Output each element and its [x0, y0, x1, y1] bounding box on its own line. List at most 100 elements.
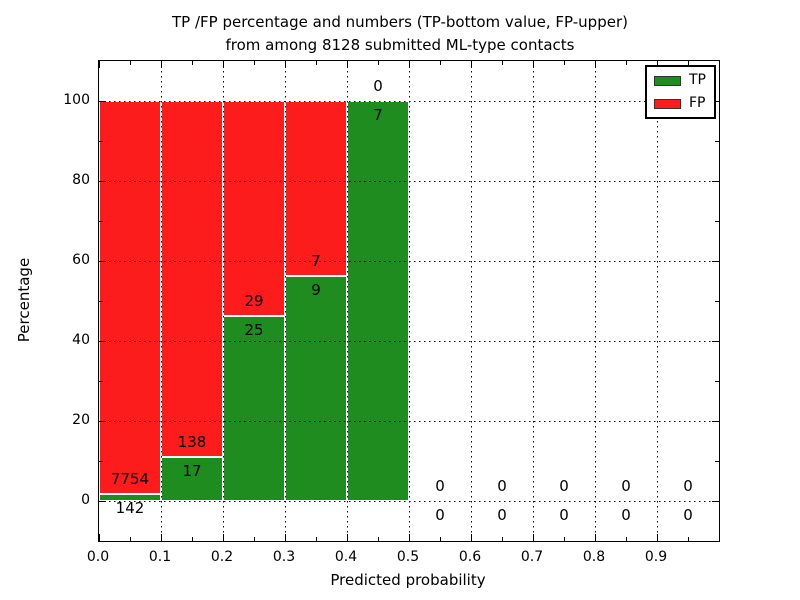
y-minor-tick: [99, 300, 103, 302]
x-gridline: [346, 61, 348, 541]
y-minor-tick: [99, 380, 103, 382]
y-minor-tick: [715, 140, 719, 142]
x-major-tick: [594, 61, 596, 68]
fp-count-label: 0: [497, 477, 507, 495]
x-major-tick: [98, 534, 100, 541]
x-minor-tick: [439, 61, 441, 65]
x-gridline: [222, 61, 224, 541]
x-minor-tick: [377, 537, 379, 541]
x-gridline: [532, 61, 534, 541]
plot-area: 7754 142 138 17 29 25 7 9 0 7 0 0 0 0 0 0 0 0 0 0 TP FP: [98, 60, 720, 542]
x-minor-tick: [625, 537, 627, 541]
x-major-tick: [160, 61, 162, 68]
x-tick-label: 0.5: [396, 549, 420, 565]
x-major-tick: [222, 534, 224, 541]
fp-count-label: 0: [373, 77, 383, 95]
x-major-tick: [470, 534, 472, 541]
x-axis-label: Predicted probability: [330, 571, 486, 589]
y-minor-tick: [715, 460, 719, 462]
y-major-tick: [99, 180, 106, 182]
y-minor-tick: [99, 460, 103, 462]
x-tick-label: 0.6: [458, 549, 482, 565]
x-minor-tick: [563, 61, 565, 65]
fp-bar-segment: [285, 101, 347, 276]
x-tick-label: 0.2: [210, 549, 234, 565]
legend-item-tp: TP: [654, 73, 706, 88]
y-major-tick: [712, 500, 719, 502]
y-major-tick: [99, 340, 106, 342]
y-minor-tick: [715, 380, 719, 382]
x-minor-tick: [315, 537, 317, 541]
fp-count-label: 138: [177, 433, 207, 452]
y-tick-label: 40: [72, 332, 90, 348]
x-gridline: [594, 61, 596, 541]
x-minor-tick: [377, 61, 379, 65]
x-minor-tick: [625, 61, 627, 65]
x-minor-tick: [191, 61, 193, 65]
y-tick-label: 60: [72, 252, 90, 268]
y-tick-label: 80: [72, 172, 90, 188]
fp-count-label: 0: [621, 477, 631, 495]
tp-count-label: 9: [311, 281, 321, 299]
x-major-tick: [408, 534, 410, 541]
y-major-tick: [99, 500, 106, 502]
x-major-tick: [656, 61, 658, 68]
x-gridline: [408, 61, 410, 541]
y-major-tick: [99, 260, 106, 262]
legend-item-fp: FP: [654, 96, 706, 111]
y-major-tick: [712, 260, 719, 262]
x-tick-label: 0.9: [644, 549, 668, 565]
x-major-tick: [718, 61, 720, 68]
tp-count-label: 0: [497, 506, 507, 524]
y-minor-tick: [99, 140, 103, 142]
tp-count-label: 25: [244, 320, 264, 339]
y-axis-label: Percentage: [15, 257, 33, 343]
x-major-tick: [284, 61, 286, 68]
x-minor-tick: [501, 537, 503, 541]
x-tick-label: 0.7: [520, 549, 544, 565]
x-major-tick: [222, 61, 224, 68]
x-major-tick: [718, 534, 720, 541]
y-minor-tick: [99, 220, 103, 222]
x-tick-label: 0.3: [272, 549, 296, 565]
x-tick-label: 0.0: [86, 549, 110, 565]
fp-bar-segment: [161, 101, 223, 458]
tp-count-label: 142: [115, 498, 145, 517]
chart-title-line2: from among 8128 submitted ML-type contac…: [225, 36, 575, 54]
y-tick-label: 0: [81, 492, 90, 508]
fp-legend-swatch: [654, 98, 681, 109]
x-minor-tick: [129, 537, 131, 541]
x-major-tick: [346, 534, 348, 541]
legend: TP FP: [645, 65, 716, 119]
tp-count-label: 17: [182, 462, 202, 481]
tp-count-label: 0: [435, 506, 445, 524]
y-tick-label: 20: [72, 412, 90, 428]
tp-bar-segment: [285, 276, 347, 501]
y-major-tick: [99, 100, 106, 102]
chart-title-line1: TP /FP percentage and numbers (TP-bottom…: [172, 13, 628, 31]
x-tick-label: 0.4: [334, 549, 358, 565]
x-gridline: [284, 61, 286, 541]
x-gridline: [470, 61, 472, 541]
tp-bar-segment: [161, 457, 223, 501]
tp-count-label: 0: [559, 506, 569, 524]
y-minor-tick: [715, 300, 719, 302]
y-major-tick: [712, 180, 719, 182]
x-minor-tick: [501, 61, 503, 65]
x-major-tick: [532, 534, 534, 541]
x-major-tick: [470, 61, 472, 68]
x-minor-tick: [439, 537, 441, 541]
x-major-tick: [346, 61, 348, 68]
x-tick-label: 0.8: [582, 549, 606, 565]
x-major-tick: [284, 534, 286, 541]
x-gridline: [160, 61, 162, 541]
x-major-tick: [594, 534, 596, 541]
x-tick-label: 0.1: [148, 549, 172, 565]
fp-count-label: 0: [435, 477, 445, 495]
x-major-tick: [656, 534, 658, 541]
tp-legend-label: TP: [689, 72, 706, 88]
x-major-tick: [98, 61, 100, 68]
tp-bar-segment: [223, 315, 285, 501]
tp-legend-swatch: [654, 75, 681, 86]
